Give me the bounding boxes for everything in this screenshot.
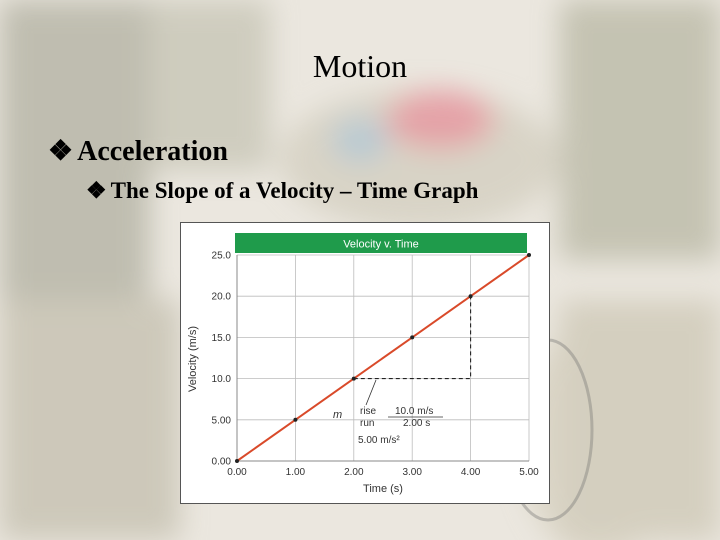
chart-grid: [236, 254, 530, 462]
rise-label: rise: [360, 406, 377, 417]
slope-m-label: m: [333, 409, 342, 421]
run-value: 2.00 s: [403, 418, 430, 429]
series-line: [236, 254, 530, 462]
bullet-slope: ❖ The Slope of a Velocity – Time Graph: [86, 178, 478, 204]
chart-header: [235, 233, 527, 253]
diamond-bullet-icon: ❖: [48, 136, 74, 167]
chart-ylabel: Velocity (m/s): [187, 326, 199, 392]
y-tick-label: 15.0: [212, 333, 232, 344]
x-tick-label: 1.00: [286, 467, 306, 478]
chart-ticks: 0.00 1.00 2.00 3.00 4.00 5.00 0.00 5.00 10.0 15.0…: [212, 251, 540, 479]
data-point: [527, 253, 531, 257]
y-tick-label: 20.0: [212, 292, 232, 303]
run-label: run: [360, 418, 374, 429]
chart-title: Velocity v. Time: [343, 239, 419, 251]
data-point: [410, 335, 415, 340]
rise-run-guide: [353, 296, 472, 380]
chart-guides: [353, 296, 472, 380]
x-tick-label: 5.00: [519, 467, 539, 478]
y-tick-label: 0.00: [212, 457, 232, 468]
slide-title: Motion: [312, 48, 408, 84]
chart-svg: Velocity v. Time 0.00 1.00 2.00 3.00 4.00 5.0…: [187, 233, 540, 495]
velocity-time-chart: Velocity v. Time 0.00 1.00 2.00 3.00 4.00 5.0…: [180, 222, 550, 504]
x-tick-label: 3.00: [402, 467, 422, 478]
data-point: [351, 376, 356, 381]
slope-result: 5.00 m/s²: [358, 435, 400, 446]
y-tick-label: 5.00: [212, 415, 232, 426]
data-point: [293, 417, 298, 422]
x-tick-label: 2.00: [344, 467, 364, 478]
diamond-bullet-icon: ❖: [86, 178, 107, 203]
bullet-acceleration: ❖ Acceleration: [48, 134, 228, 168]
x-tick-label: 4.00: [461, 467, 481, 478]
bullet-slope-label: The Slope of a Velocity – Time Graph: [110, 178, 479, 203]
y-tick-label: 10.0: [212, 374, 232, 385]
annotation-pointer: [365, 379, 377, 406]
chart-series: [236, 254, 530, 462]
x-tick-label: 0.00: [227, 467, 247, 478]
chart-points: [235, 253, 531, 463]
chart-xlabel: Time (s): [363, 483, 403, 495]
rise-value: 10.0 m/s: [395, 406, 433, 417]
data-point: [235, 459, 239, 463]
data-point: [468, 294, 473, 299]
bullet-acceleration-label: Acceleration: [77, 136, 228, 167]
y-tick-label: 25.0: [212, 251, 232, 262]
